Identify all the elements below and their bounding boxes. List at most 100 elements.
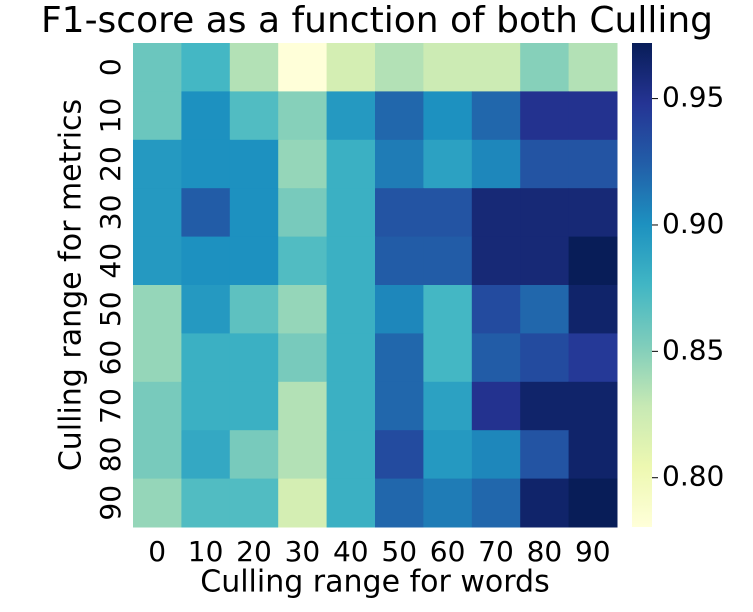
heatmap-cell	[423, 236, 473, 286]
heatmap-cell	[568, 91, 618, 141]
heatmap-cell	[181, 43, 231, 92]
heatmap-cell	[375, 139, 424, 189]
heatmap-cell	[375, 333, 424, 383]
heatmap-cell	[471, 91, 521, 141]
heatmap-cell	[278, 381, 328, 431]
heatmap-cell	[326, 91, 376, 141]
heatmap-cell	[471, 236, 521, 286]
heatmap-cell	[326, 43, 376, 92]
heatmap-cell	[181, 285, 231, 334]
heatmap-cell	[133, 139, 182, 189]
heatmap-cell	[278, 333, 328, 383]
heatmap-cell	[326, 188, 376, 238]
heatmap-cell	[326, 381, 376, 431]
x-tick-label: 60	[430, 535, 466, 568]
heatmap-cell	[423, 139, 473, 189]
colorbar-tick-label: 0.85	[662, 333, 724, 366]
heatmap-cell	[375, 236, 424, 286]
heatmap-cell	[326, 236, 376, 286]
heatmap-cell	[278, 43, 328, 92]
heatmap-cell	[568, 478, 618, 528]
heatmap-cell	[133, 43, 182, 92]
heatmap-cell	[375, 381, 424, 431]
x-tick-label: 40	[333, 535, 369, 568]
heatmap-cell	[181, 430, 231, 480]
heatmap-cell	[423, 188, 473, 238]
heatmap-cell	[326, 430, 376, 480]
heatmap-cell	[326, 478, 376, 528]
heatmap-cell	[229, 285, 279, 334]
heatmap-cell	[181, 381, 231, 431]
heatmap-cell	[181, 188, 231, 238]
heatmap-cell	[520, 430, 570, 480]
heatmap-cell	[278, 188, 328, 238]
y-tick-label: 10	[94, 98, 127, 134]
heatmap-cell	[568, 333, 618, 383]
y-tick-label: 80	[94, 437, 127, 473]
heatmap-cell	[568, 430, 618, 480]
heatmap-cell	[568, 285, 618, 334]
heatmap-cell	[278, 236, 328, 286]
heatmap-cell	[278, 91, 328, 141]
heatmap-cell	[133, 236, 182, 286]
y-axis-label: Culling range for metrics	[54, 99, 89, 471]
y-tick-label: 0	[94, 58, 127, 76]
heatmap-cell	[278, 139, 328, 189]
chart-title: F1-score as a function of both Culling	[41, 0, 713, 41]
heatmap-cell	[229, 381, 279, 431]
colorbar-tick-label: 0.80	[662, 460, 724, 493]
heatmap-cell	[229, 478, 279, 528]
colorbar	[632, 43, 652, 527]
heatmap-cell	[229, 333, 279, 383]
y-tick-label: 60	[94, 340, 127, 376]
heatmap-cell	[423, 333, 473, 383]
x-tick-label: 30	[285, 535, 321, 568]
heatmap-cell	[181, 333, 231, 383]
x-axis-label: Culling range for words	[200, 565, 549, 600]
heatmap-cell	[181, 236, 231, 286]
heatmap-cell	[423, 285, 473, 334]
y-tick-label: 30	[94, 195, 127, 231]
x-tick-label: 50	[381, 535, 417, 568]
heatmap-cell	[520, 43, 570, 92]
heatmap-cell	[133, 381, 182, 431]
heatmap-cell	[229, 188, 279, 238]
heatmap-cell	[375, 478, 424, 528]
heatmap-cell	[471, 285, 521, 334]
heatmap-cell	[423, 91, 473, 141]
heatmap-cell	[568, 139, 618, 189]
heatmap-cell	[375, 430, 424, 480]
heatmap-cell	[471, 333, 521, 383]
heatmap-cell	[568, 381, 618, 431]
heatmap-cell	[423, 43, 473, 92]
heatmap-cell	[423, 381, 473, 431]
y-tick-label: 90	[94, 485, 127, 521]
x-tick-label: 20	[236, 535, 272, 568]
heatmap-cell	[229, 139, 279, 189]
heatmap-cell	[520, 91, 570, 141]
heatmap-cell	[471, 188, 521, 238]
heatmap-cell	[520, 188, 570, 238]
heatmap-cell	[471, 381, 521, 431]
heatmap-cell	[520, 139, 570, 189]
heatmap-cell	[520, 285, 570, 334]
heatmap-cell	[181, 139, 231, 189]
heatmap-cell	[471, 430, 521, 480]
heatmap-cell	[229, 91, 279, 141]
x-tick-label: 0	[148, 535, 166, 568]
heatmap-cell	[471, 139, 521, 189]
heatmap-cell	[568, 236, 618, 286]
heatmap-cell	[133, 285, 182, 334]
heatmap-cell	[278, 478, 328, 528]
heatmap-cell	[375, 285, 424, 334]
heatmap-cell	[326, 285, 376, 334]
heatmap-cell	[423, 430, 473, 480]
heatmap-cell	[326, 333, 376, 383]
heatmap-cell	[229, 43, 279, 92]
colorbar-tick-label: 0.95	[662, 81, 724, 114]
heatmap-cell	[520, 236, 570, 286]
y-tick-label: 50	[94, 291, 127, 327]
heatmap-cell	[423, 478, 473, 528]
x-tick-label: 10	[188, 535, 224, 568]
